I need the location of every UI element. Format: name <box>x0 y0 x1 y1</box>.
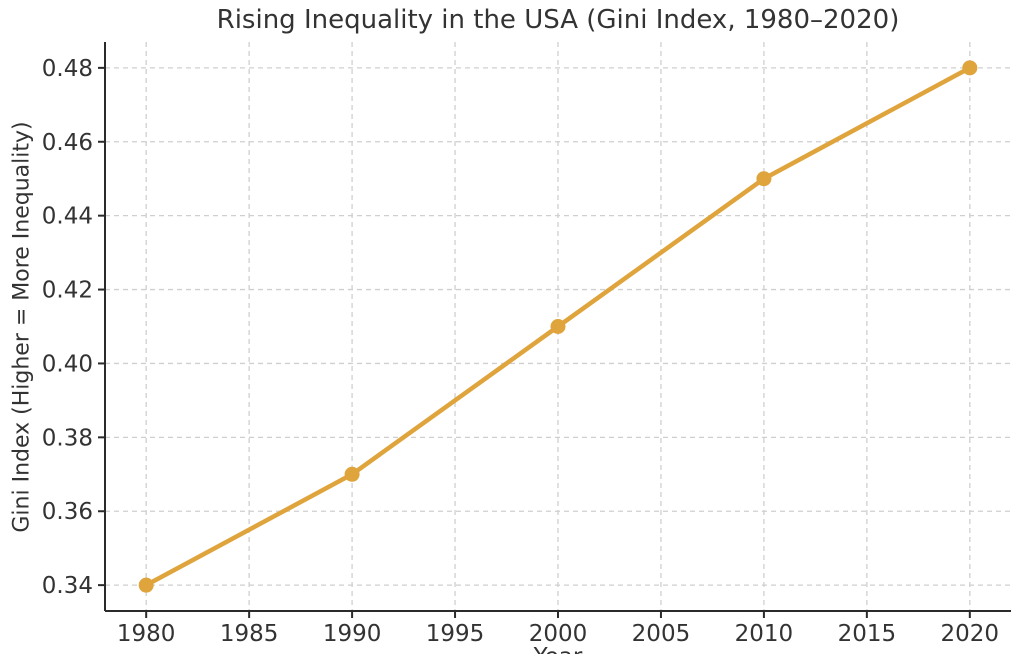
data-point-marker <box>756 171 772 187</box>
data-point-marker <box>962 60 978 76</box>
data-point-marker <box>550 319 566 334</box>
y-tick-label: 0.42 <box>42 278 93 304</box>
x-tick-label: 1990 <box>323 621 382 647</box>
x-tick-label: 1980 <box>117 621 176 647</box>
y-tick-label: 0.44 <box>42 204 93 230</box>
x-tick-label: 2010 <box>735 621 794 647</box>
x-axis-label: Year <box>534 644 583 654</box>
x-tick-label: 1985 <box>220 621 279 647</box>
x-tick-label: 2015 <box>838 621 897 647</box>
x-tick-label: 2005 <box>632 621 691 647</box>
x-tick-label: 2000 <box>529 621 588 647</box>
y-tick-label: 0.36 <box>42 499 93 525</box>
data-point-marker <box>138 577 154 593</box>
y-tick-label: 0.46 <box>42 130 93 156</box>
x-tick-label: 1995 <box>426 621 485 647</box>
data-point-marker <box>344 466 360 482</box>
y-tick-label: 0.38 <box>42 425 93 451</box>
y-tick-label: 0.48 <box>42 56 93 82</box>
y-tick-label: 0.40 <box>42 351 93 377</box>
chart-title: Rising Inequality in the USA (Gini Index… <box>216 5 900 35</box>
y-tick-label: 0.34 <box>42 573 93 599</box>
x-tick-label: 2020 <box>941 621 1000 647</box>
